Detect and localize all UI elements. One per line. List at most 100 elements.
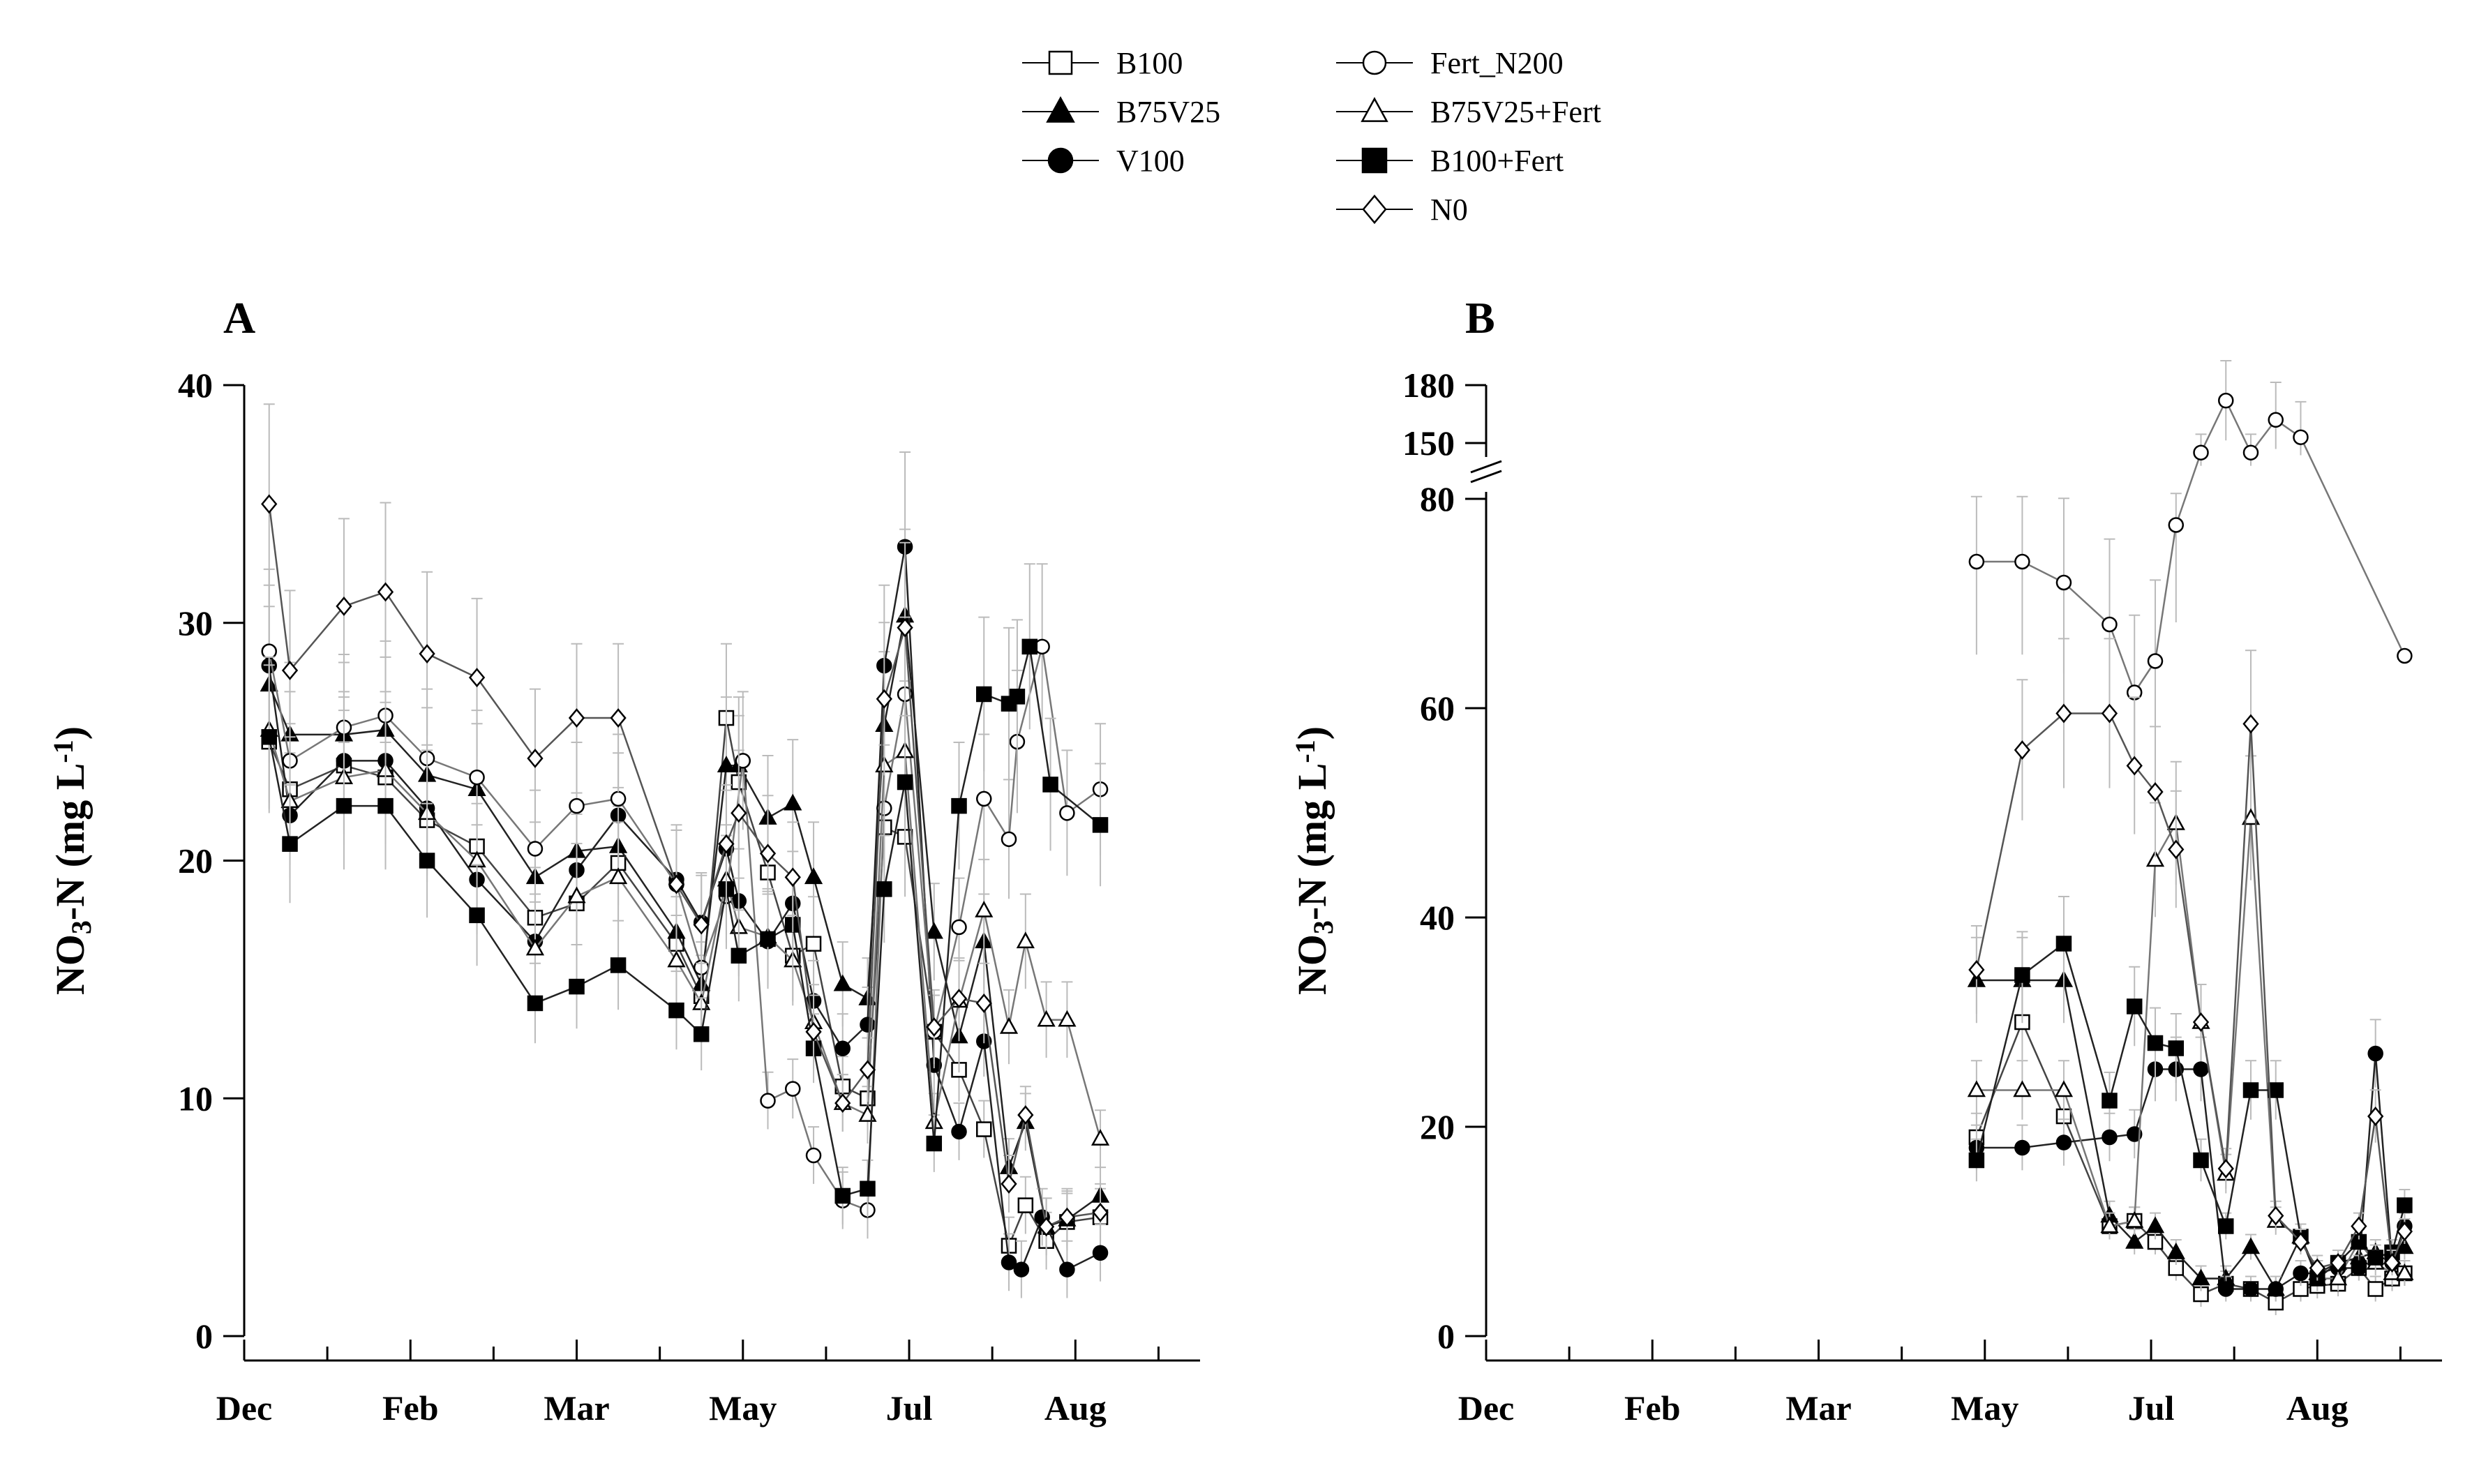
y-axis: 0 20 40 60 80 150 180 xyxy=(1402,366,1502,1356)
data-point-b100-fert xyxy=(527,995,544,1012)
data-point-b100-fert xyxy=(2268,1082,2284,1098)
series-b100 xyxy=(261,643,1109,1275)
data-point-n0 xyxy=(1968,960,1985,980)
legend-label: Fert_N200 xyxy=(1430,46,1564,80)
data-point-v100 xyxy=(2268,1281,2284,1297)
data-point-b75v25 xyxy=(804,867,823,885)
data-point-b100-fert xyxy=(261,729,277,745)
data-point-fert-n200 xyxy=(261,643,277,659)
data-point-n0 xyxy=(2055,703,2072,724)
data-point-n0 xyxy=(1058,1207,1076,1227)
y-axis-label-part: ) xyxy=(1289,726,1335,740)
data-point-n0 xyxy=(2147,782,2164,802)
error-bars xyxy=(263,563,1107,1239)
data-point-n0 xyxy=(568,708,585,728)
y-axis-label-part: -1 xyxy=(47,740,79,763)
data-point-b100-fert xyxy=(336,797,352,814)
data-point-n0 xyxy=(2396,1222,2413,1241)
x-axis: Dec Feb Mar May Jul Aug xyxy=(1458,1340,2442,1427)
data-point-b100-fert xyxy=(1042,777,1058,793)
data-point-b75v25 xyxy=(717,756,736,772)
legend-entry-b75v25-fert: B75V25+Fert xyxy=(1336,95,1601,129)
x-tick-label: Jul xyxy=(2128,1388,2175,1427)
series-line-b75v25-fert xyxy=(1976,818,2405,1280)
data-point-b100-fert xyxy=(2102,1093,2118,1109)
series-b100-fert xyxy=(261,563,1109,1224)
panel-b: B 0 20 40 60 80 150 180 NO3-N (mg L-1) Dec Feb Mar M… xyxy=(1289,293,2442,1427)
data-point-b75v25-fert xyxy=(1058,1010,1077,1027)
x-tick-label: Feb xyxy=(1624,1388,1681,1427)
data-point-fert-n200 xyxy=(569,797,585,814)
data-point-n0 xyxy=(2268,1206,2284,1226)
data-point-n0 xyxy=(610,708,627,728)
series-group xyxy=(260,403,1110,1298)
legend-label: B75V25+Fert xyxy=(1430,95,1601,129)
error-bars xyxy=(263,451,1107,1298)
data-point-b75v25 xyxy=(2125,1231,2144,1249)
data-point-b100-fert xyxy=(951,797,967,814)
y-axis-label: NO3-N (mg L-1) xyxy=(47,726,97,995)
data-point-b75v25-fert xyxy=(1037,1010,1056,1027)
y-tick-label: 20 xyxy=(178,841,213,880)
data-point-b100-fert xyxy=(860,1181,876,1197)
y-tick-label: 180 xyxy=(1402,366,1455,405)
data-point-b100-fert xyxy=(2126,998,2143,1014)
data-point-v100 xyxy=(2367,1045,2383,1062)
data-point-fert-n200 xyxy=(2193,444,2209,460)
legend-marker-square xyxy=(1048,50,1073,75)
panel-a: A 0 10 20 30 40 NO3-N (mg L-1) Dec Feb Mar May Jul A… xyxy=(47,293,1200,1427)
data-point-b100-fert xyxy=(1092,817,1109,833)
data-point-b100-fert xyxy=(834,1187,851,1204)
data-point-b100-fert xyxy=(731,947,747,964)
data-point-n0 xyxy=(336,596,352,616)
legend-entry-v100: V100 xyxy=(1022,144,1185,178)
x-tick-label: Mar xyxy=(1785,1388,1851,1427)
series-line-v100 xyxy=(1976,1053,2406,1290)
data-point-n0 xyxy=(693,915,710,935)
y-axis-label-part: NO xyxy=(1289,934,1335,995)
y-tick-label: 40 xyxy=(178,366,213,405)
axis-break-mark xyxy=(1470,470,1502,484)
data-point-fert-n200 xyxy=(760,1093,776,1109)
data-point-b75v25-fert xyxy=(667,950,686,968)
data-point-b75v25-fert xyxy=(2241,808,2261,825)
x-tick-label: Aug xyxy=(2286,1388,2349,1427)
series-line-n0 xyxy=(268,504,1101,1229)
legend-label: B75V25 xyxy=(1116,95,1220,129)
data-point-b75v25 xyxy=(2192,1268,2210,1286)
data-point-fert-n200 xyxy=(2397,647,2413,664)
data-point-b100-fert xyxy=(377,797,394,814)
y-axis-label-part: ) xyxy=(47,726,93,740)
data-point-v100 xyxy=(2014,1139,2030,1156)
legend: B100 B75V25 V100 Fert_N200 B75V25+Fert B100+F… xyxy=(1022,46,1601,227)
data-point-b75v25-fert xyxy=(525,938,545,956)
data-point-b100-fert xyxy=(2367,1250,2383,1266)
y-axis-label-part: NO xyxy=(47,934,93,995)
panel-letter: A xyxy=(223,293,255,343)
data-point-n0 xyxy=(2367,1107,2384,1126)
data-point-b75v25-fert xyxy=(975,900,994,917)
data-point-b100 xyxy=(805,936,822,952)
data-point-n0 xyxy=(926,1017,943,1037)
data-point-n0 xyxy=(876,689,892,709)
legend-entry-n0: N0 xyxy=(1336,193,1468,227)
y-axis: 0 10 20 30 40 xyxy=(178,366,246,1356)
y-axis-label-part: 3 xyxy=(1308,920,1339,934)
data-point-b75v25-fert xyxy=(2145,850,2165,867)
series-line-b100-fert xyxy=(1975,942,2406,1280)
error-bars xyxy=(1970,936,2411,1302)
data-point-fert-n200 xyxy=(2102,616,2118,633)
data-point-b75v25-fert xyxy=(567,886,586,904)
data-point-fert-n200 xyxy=(2218,392,2234,409)
series-line-b100-fert xyxy=(268,646,1101,1197)
data-point-b100-fert xyxy=(1021,638,1038,655)
series-group xyxy=(1967,360,2414,1315)
series-n0 xyxy=(1968,638,2413,1281)
data-point-b100-fert xyxy=(569,978,585,995)
data-point-n0 xyxy=(2168,839,2185,860)
data-point-b100-fert xyxy=(610,957,627,973)
series-line-n0 xyxy=(1975,712,2406,1269)
y-axis-label-part: -1 xyxy=(1289,740,1321,763)
series-n0 xyxy=(261,403,1109,1256)
data-point-fert-n200 xyxy=(2014,553,2030,570)
